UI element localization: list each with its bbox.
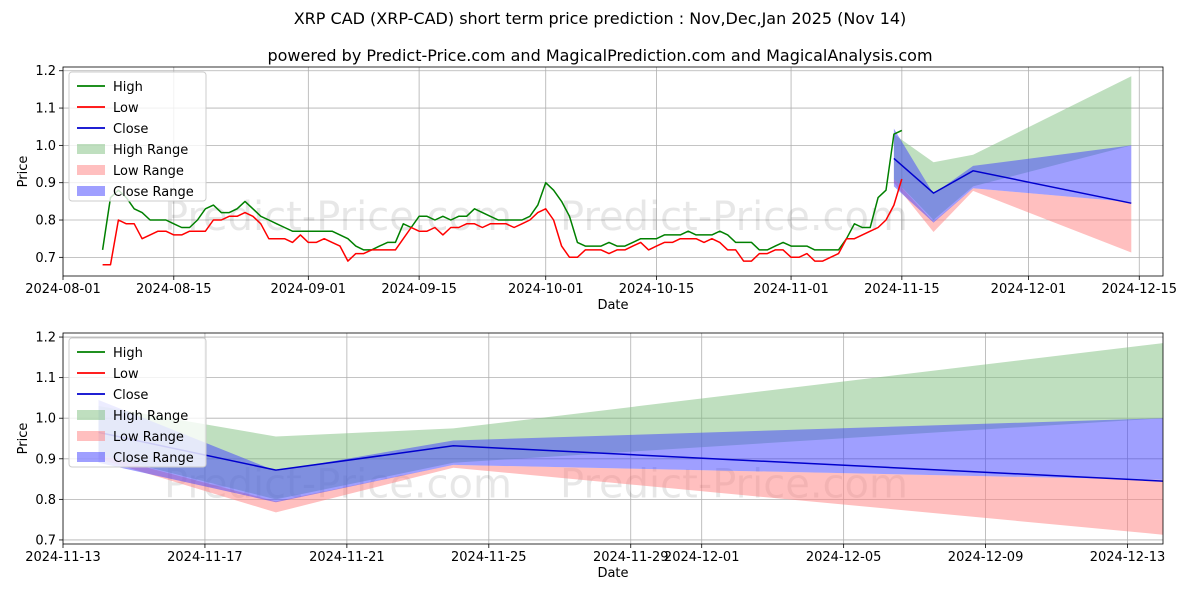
p1-watermark-1: Predict-Price.com bbox=[164, 194, 512, 240]
p2-y-tick-label: 0.8 bbox=[35, 493, 56, 508]
p2-legend-label: High bbox=[113, 346, 143, 361]
p1-low-line bbox=[102, 178, 903, 266]
p1-watermark: Predict-Price.com Predict-Price.com Predic… bbox=[164, 194, 908, 346]
p2-y-tick-label: 1.1 bbox=[35, 371, 56, 386]
p1-legend: High Low Close High Range Low Range Close Ran… bbox=[68, 71, 207, 202]
p1-y-tick-label: 1.0 bbox=[35, 139, 56, 154]
p1-legend-swatch-3 bbox=[77, 144, 105, 154]
p2-legend-label: High Range bbox=[113, 409, 188, 424]
p2-x-tick-label: 2024-11-25 bbox=[451, 550, 527, 565]
p2-low-range-band bbox=[98, 454, 1163, 535]
p2-plot-area: Predict-Price.comPredict-Price.comPredic… bbox=[63, 333, 1163, 600]
p2-x-tick-label: 2024-11-29 bbox=[593, 550, 669, 565]
chart-title: XRP CAD (XRP-CAD) short term price predi… bbox=[293, 9, 907, 28]
p2-legend-label: Low bbox=[113, 367, 139, 382]
p2-legend-swatch-4 bbox=[77, 431, 105, 441]
p1-x-tick-label: 2024-09-15 bbox=[381, 282, 457, 297]
p1-x-tick-label: 2024-12-15 bbox=[1101, 282, 1177, 297]
p1-legend-swatch-5 bbox=[77, 186, 105, 196]
p1-axes-frame bbox=[62, 66, 1164, 277]
p1-x-tick-label: 2024-10-01 bbox=[508, 282, 584, 297]
p1-x-tick-label: 2024-09-01 bbox=[271, 282, 347, 297]
p1-close-range-band bbox=[893, 128, 1132, 223]
p1-legend-swatch-4 bbox=[77, 165, 105, 175]
p1-legend-label: Low bbox=[113, 101, 139, 116]
p2-x-tick-label: 2024-11-13 bbox=[25, 550, 101, 565]
p2-x-tick-label: 2024-12-09 bbox=[948, 550, 1024, 565]
p2-x-tick-label: 2024-12-01 bbox=[664, 550, 740, 565]
p1-y-tick-label: 0.8 bbox=[35, 214, 56, 229]
p1-y-axis-label: Price bbox=[16, 156, 31, 188]
p2-legend-label: Low Range bbox=[113, 430, 184, 445]
p1-plot-area: Predict-Price.com Predict-Price.com Predic… bbox=[63, 67, 1163, 346]
p2-y-tick-label: 0.9 bbox=[35, 452, 56, 467]
p2-legend: High Low Close High Range Low Range Close Ran… bbox=[68, 337, 207, 468]
p1-y-tick-label: 1.1 bbox=[35, 102, 56, 117]
p1-x-tick-label: 2024-12-01 bbox=[991, 282, 1067, 297]
p1-x-tick-label: 2024-08-15 bbox=[136, 282, 212, 297]
p1-x-tick-label: 2024-08-01 bbox=[25, 282, 101, 297]
p2-x-tick-label: 2024-11-21 bbox=[309, 550, 385, 565]
p2-y-axis-label: Price bbox=[16, 423, 31, 455]
p2-legend-label: Close bbox=[113, 388, 148, 403]
p1-high-line bbox=[101, 129, 903, 251]
p2-watermark-3: Predict-Price.com bbox=[384, 568, 732, 600]
p1-watermark-3: Predict-Price.com bbox=[384, 300, 732, 346]
p1-watermark-2: Predict-Price.com bbox=[560, 194, 908, 240]
chart-subtitle: powered by Predict-Price.com and Magical… bbox=[267, 46, 933, 65]
p2-axes-frame bbox=[62, 332, 1164, 545]
p1-x-tick-label: 2024-11-15 bbox=[864, 282, 940, 297]
p1-low-range-band bbox=[893, 179, 1132, 253]
p2-legend-swatch-5 bbox=[77, 452, 105, 462]
p1-y-tick-label: 1.2 bbox=[35, 64, 56, 79]
p2-close-range-band bbox=[98, 400, 1163, 503]
p1-legend-label: Close bbox=[113, 122, 148, 137]
p2-y-tick-label: 1.0 bbox=[35, 412, 56, 427]
p1-x-tick-label: 2024-10-15 bbox=[619, 282, 695, 297]
p2-x-tick-label: 2024-12-05 bbox=[806, 550, 882, 565]
p1-x-tick-label: 2024-11-01 bbox=[753, 282, 829, 297]
p1-legend-label: High Range bbox=[113, 143, 188, 158]
p2-x-tick-label: 2024-11-17 bbox=[167, 550, 243, 565]
p1-x-axis-label: Date bbox=[597, 298, 628, 313]
p2-y-tick-label: 1.2 bbox=[35, 331, 56, 346]
p1-legend-label: Low Range bbox=[113, 164, 184, 179]
p1-y-tick-label: 0.7 bbox=[35, 251, 56, 266]
p2-legend-label: Close Range bbox=[113, 451, 194, 466]
p1-close-line bbox=[893, 157, 1132, 204]
p1-legend-label: Close Range bbox=[113, 185, 194, 200]
p2-x-axis-label: Date bbox=[597, 566, 628, 581]
p2-y-tick-label: 0.7 bbox=[35, 533, 56, 548]
p2-x-tick-label: 2024-12-13 bbox=[1090, 550, 1166, 565]
p2-legend-swatch-3 bbox=[77, 410, 105, 420]
p1-legend-label: High bbox=[113, 80, 143, 95]
p1-y-tick-label: 0.9 bbox=[35, 176, 56, 191]
